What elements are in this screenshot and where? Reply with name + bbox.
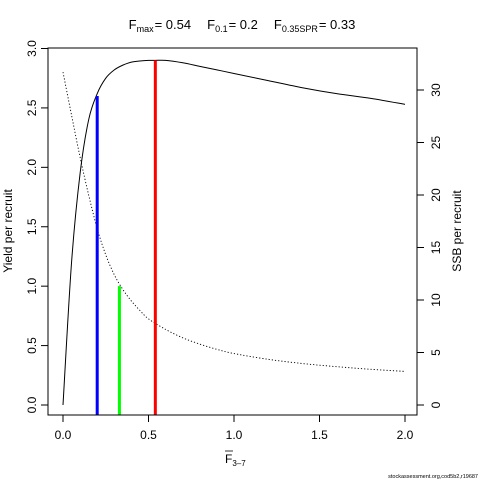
f01-label: F (207, 17, 215, 32)
reference-lines (95, 60, 157, 415)
y-right-tick-label: 0 (429, 401, 443, 408)
y-left-tick-label: 2.5 (25, 99, 39, 116)
fspr-value: = 0.33 (319, 17, 356, 32)
fspr-sub: 0.35SPR (282, 24, 319, 34)
series-layer (62, 59, 406, 406)
x-tick-label: 1.0 (226, 428, 243, 442)
fmax-label: F (129, 17, 137, 32)
y-right-tick-label: 20 (429, 188, 443, 202)
y-axis-right-label: SSB per recruit (450, 190, 464, 272)
ssb-per-recruit-line (62, 72, 406, 372)
source-credit: stockassessment.org,cod5b2,r19687 (388, 474, 478, 480)
y-left-tick-label: 1.5 (25, 218, 39, 235)
y-left-tick-label: 0.0 (25, 396, 39, 413)
x-tick-label: 0.5 (140, 428, 157, 442)
y-left-tick-label: 1.0 (25, 278, 39, 295)
fmax-sub: max (137, 24, 155, 34)
y-left-tick-label: 2.0 (25, 159, 39, 176)
y-axis-left: 0.0 0.5 1.0 1.5 2.0 2.5 3.0 (25, 40, 49, 413)
x-tick-label: 0.0 (55, 428, 72, 442)
chart-title: Fmax= 0.54 F0.1= 0.2 F0.35SPR= 0.33 (129, 17, 356, 34)
f01-sub: 0.1 (215, 24, 228, 34)
x-axis-label-sub: 3–7 (232, 459, 246, 468)
fmax-value: = 0.54 (155, 17, 192, 32)
y-right-tick-label: 25 (429, 136, 443, 150)
f01-value: = 0.2 (229, 17, 258, 32)
y-axis-right: 0 5 10 15 20 25 30 (416, 83, 443, 408)
x-tick-label: 2.0 (397, 428, 414, 442)
x-tick-label: 1.5 (311, 428, 328, 442)
plot-frame (47, 47, 418, 416)
x-axis-label: F3–7 (225, 450, 246, 468)
y-right-tick-label: 30 (429, 83, 443, 97)
y-right-tick-label: 10 (429, 293, 443, 307)
y-axis-left-label: Yield per recruit (1, 189, 15, 273)
y-left-tick-label: 0.5 (25, 337, 39, 354)
yield-per-recruit-line (62, 59, 406, 406)
y-right-tick-label: 15 (429, 241, 443, 255)
fspr-label: F (274, 17, 282, 32)
x-axis: 0.0 0.5 1.0 1.5 2.0 (55, 414, 414, 442)
x-axis-label-main: F (225, 452, 232, 466)
y-right-tick-label: 5 (429, 349, 443, 356)
svg-text:F3–7: F3–7 (225, 452, 246, 468)
y-left-tick-label: 3.0 (25, 40, 39, 57)
